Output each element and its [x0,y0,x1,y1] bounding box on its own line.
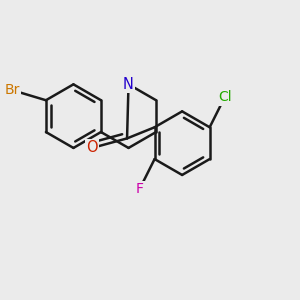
Text: Br: Br [5,83,20,97]
Text: N: N [123,77,134,92]
Text: Cl: Cl [218,90,231,104]
Text: O: O [86,140,98,155]
Text: F: F [136,182,144,196]
